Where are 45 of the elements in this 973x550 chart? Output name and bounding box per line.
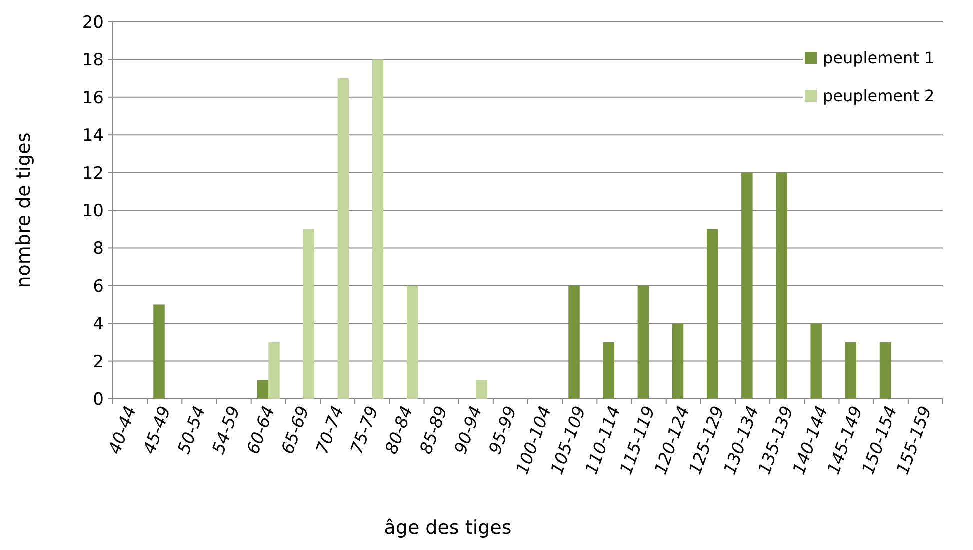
bar bbox=[338, 78, 350, 399]
y-tick-label: 2 bbox=[93, 352, 104, 372]
bar bbox=[638, 286, 650, 399]
bar bbox=[406, 286, 418, 399]
bar bbox=[568, 286, 580, 399]
x-tick-label: 50-54 bbox=[174, 404, 210, 458]
bar bbox=[303, 229, 314, 399]
bar bbox=[154, 304, 165, 399]
x-tick-label: 60-64 bbox=[244, 404, 280, 458]
bar bbox=[845, 342, 857, 399]
bar bbox=[776, 172, 788, 399]
y-tick-label: 0 bbox=[93, 390, 104, 410]
x-tick-label: 80-84 bbox=[382, 404, 418, 458]
bar bbox=[603, 342, 614, 399]
x-tick-label: 54-59 bbox=[209, 404, 245, 458]
y-tick-label: 14 bbox=[82, 126, 104, 146]
bar bbox=[372, 60, 384, 399]
x-tick-label: 85-89 bbox=[416, 404, 452, 458]
x-tick-label: 75-79 bbox=[347, 404, 384, 458]
y-tick-label: 16 bbox=[82, 88, 104, 108]
x-tick-label: 40-44 bbox=[105, 404, 141, 458]
y-tick-label: 10 bbox=[82, 201, 104, 222]
y-axis-title: nombre de tiges bbox=[13, 132, 35, 288]
bar bbox=[742, 172, 753, 399]
x-axis-title: âge des tiges bbox=[384, 517, 512, 539]
y-tick-label: 18 bbox=[82, 50, 104, 71]
bar bbox=[810, 324, 822, 399]
y-tick-label: 20 bbox=[82, 12, 104, 33]
x-tick-label: 95-99 bbox=[486, 404, 522, 458]
bar bbox=[268, 342, 280, 399]
y-tick-label: 12 bbox=[82, 164, 104, 184]
x-tick-label: 90-94 bbox=[451, 404, 487, 458]
x-tick-label: 45-49 bbox=[140, 404, 176, 458]
bar bbox=[257, 380, 269, 399]
x-tick-label: 65-69 bbox=[278, 404, 314, 458]
legend-label: peuplement 1 bbox=[823, 48, 935, 68]
y-tick-label: 4 bbox=[93, 314, 104, 335]
y-tick-label: 6 bbox=[93, 276, 104, 297]
bar bbox=[672, 324, 684, 399]
legend-label: peuplement 2 bbox=[823, 86, 935, 106]
x-tick-label: 70-74 bbox=[312, 404, 348, 458]
bar bbox=[476, 380, 488, 399]
bar bbox=[880, 342, 892, 399]
y-tick-label: 8 bbox=[93, 239, 104, 260]
bar bbox=[706, 229, 718, 399]
